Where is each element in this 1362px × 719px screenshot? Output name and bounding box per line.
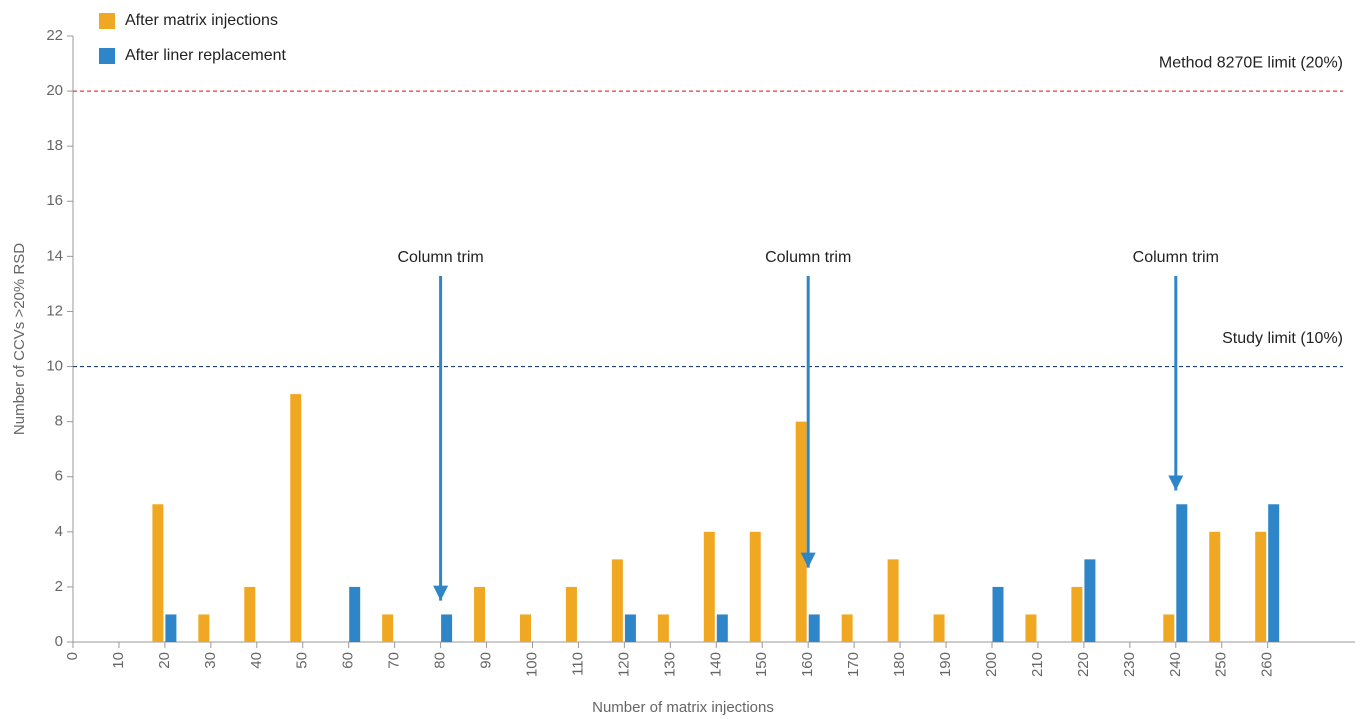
bar: [474, 586, 486, 642]
x-tick-label: 200: [983, 652, 1000, 677]
bar: [841, 614, 853, 642]
x-tick-label: 90: [478, 652, 495, 669]
bar: [152, 504, 164, 642]
x-tick-label: 240: [1167, 652, 1184, 677]
bar: [1071, 586, 1083, 642]
annotation-label: Column trim: [1133, 249, 1219, 266]
bar: [165, 614, 177, 642]
bar: [1163, 614, 1175, 642]
y-tick-label: 6: [55, 468, 63, 485]
bar: [749, 531, 761, 642]
x-tick-label: 190: [937, 652, 954, 677]
bar: [716, 614, 728, 642]
bar: [349, 586, 361, 642]
x-tick-label: 60: [340, 652, 357, 669]
bar: [1255, 531, 1267, 642]
y-tick-label: 8: [55, 413, 63, 430]
bar: [657, 614, 669, 642]
bar: [1084, 559, 1096, 642]
y-tick-label: 0: [55, 633, 63, 650]
x-tick-label: 50: [294, 652, 311, 669]
x-tick-label: 110: [569, 652, 586, 676]
y-tick-label: 14: [46, 247, 63, 264]
y-tick-label: 18: [46, 137, 63, 154]
x-tick-label: 180: [891, 652, 908, 677]
bar: [1209, 531, 1221, 642]
x-tick-label: 130: [661, 652, 678, 677]
bar: [887, 559, 899, 642]
x-tick-label: 170: [845, 652, 862, 677]
y-tick-label: 4: [55, 523, 63, 540]
y-axis-title: Number of CCVs >20% RSD: [11, 243, 28, 435]
legend-label: After matrix injections: [125, 12, 278, 29]
x-tick-label: 0: [64, 652, 81, 660]
x-tick-label: 100: [523, 652, 540, 677]
reference-label: Method 8270E limit (20%): [1159, 54, 1343, 71]
legend-swatch: [99, 13, 115, 29]
y-tick-label: 16: [46, 192, 63, 209]
x-tick-label: 10: [110, 652, 127, 669]
bar: [1268, 504, 1280, 642]
y-tick-label: 20: [46, 82, 63, 99]
bar: [624, 614, 636, 642]
x-tick-label: 260: [1259, 652, 1276, 677]
x-tick-label: 160: [799, 652, 816, 677]
x-tick-label: 70: [386, 652, 403, 669]
x-axis-title: Number of matrix injections: [592, 699, 774, 716]
bar: [441, 614, 453, 642]
x-tick-label: 80: [432, 652, 449, 669]
bar: [565, 586, 577, 642]
x-tick-label: 230: [1121, 652, 1138, 677]
y-tick-label: 2: [55, 578, 63, 595]
bar: [992, 586, 1004, 642]
legend-swatch: [99, 48, 115, 64]
x-tick-label: 220: [1075, 652, 1092, 677]
x-tick-label: 40: [248, 652, 265, 669]
x-tick-label: 120: [615, 652, 632, 677]
reference-label: Study limit (10%): [1222, 330, 1343, 347]
x-tick-label: 30: [202, 652, 219, 669]
x-tick-label: 250: [1213, 652, 1230, 677]
bar: [808, 614, 820, 642]
annotation-label: Column trim: [397, 249, 483, 266]
bar: [703, 531, 715, 642]
bar: [795, 421, 807, 642]
y-tick-label: 22: [46, 27, 63, 44]
y-tick-label: 10: [46, 358, 63, 375]
bar: [1025, 614, 1037, 642]
bar: [519, 614, 531, 642]
bar: [290, 394, 302, 642]
bar: [244, 586, 256, 642]
y-tick-label: 12: [46, 302, 63, 319]
bar: [611, 559, 623, 642]
legend-label: After liner replacement: [125, 47, 287, 64]
bar: [1176, 504, 1188, 642]
x-tick-label: 150: [753, 652, 770, 677]
annotation-label: Column trim: [765, 249, 851, 266]
x-tick-label: 140: [707, 652, 724, 677]
bar: [198, 614, 210, 642]
bar: [933, 614, 945, 642]
bar: [382, 614, 394, 642]
x-tick-label: 20: [156, 652, 173, 669]
x-tick-label: 210: [1029, 652, 1046, 677]
